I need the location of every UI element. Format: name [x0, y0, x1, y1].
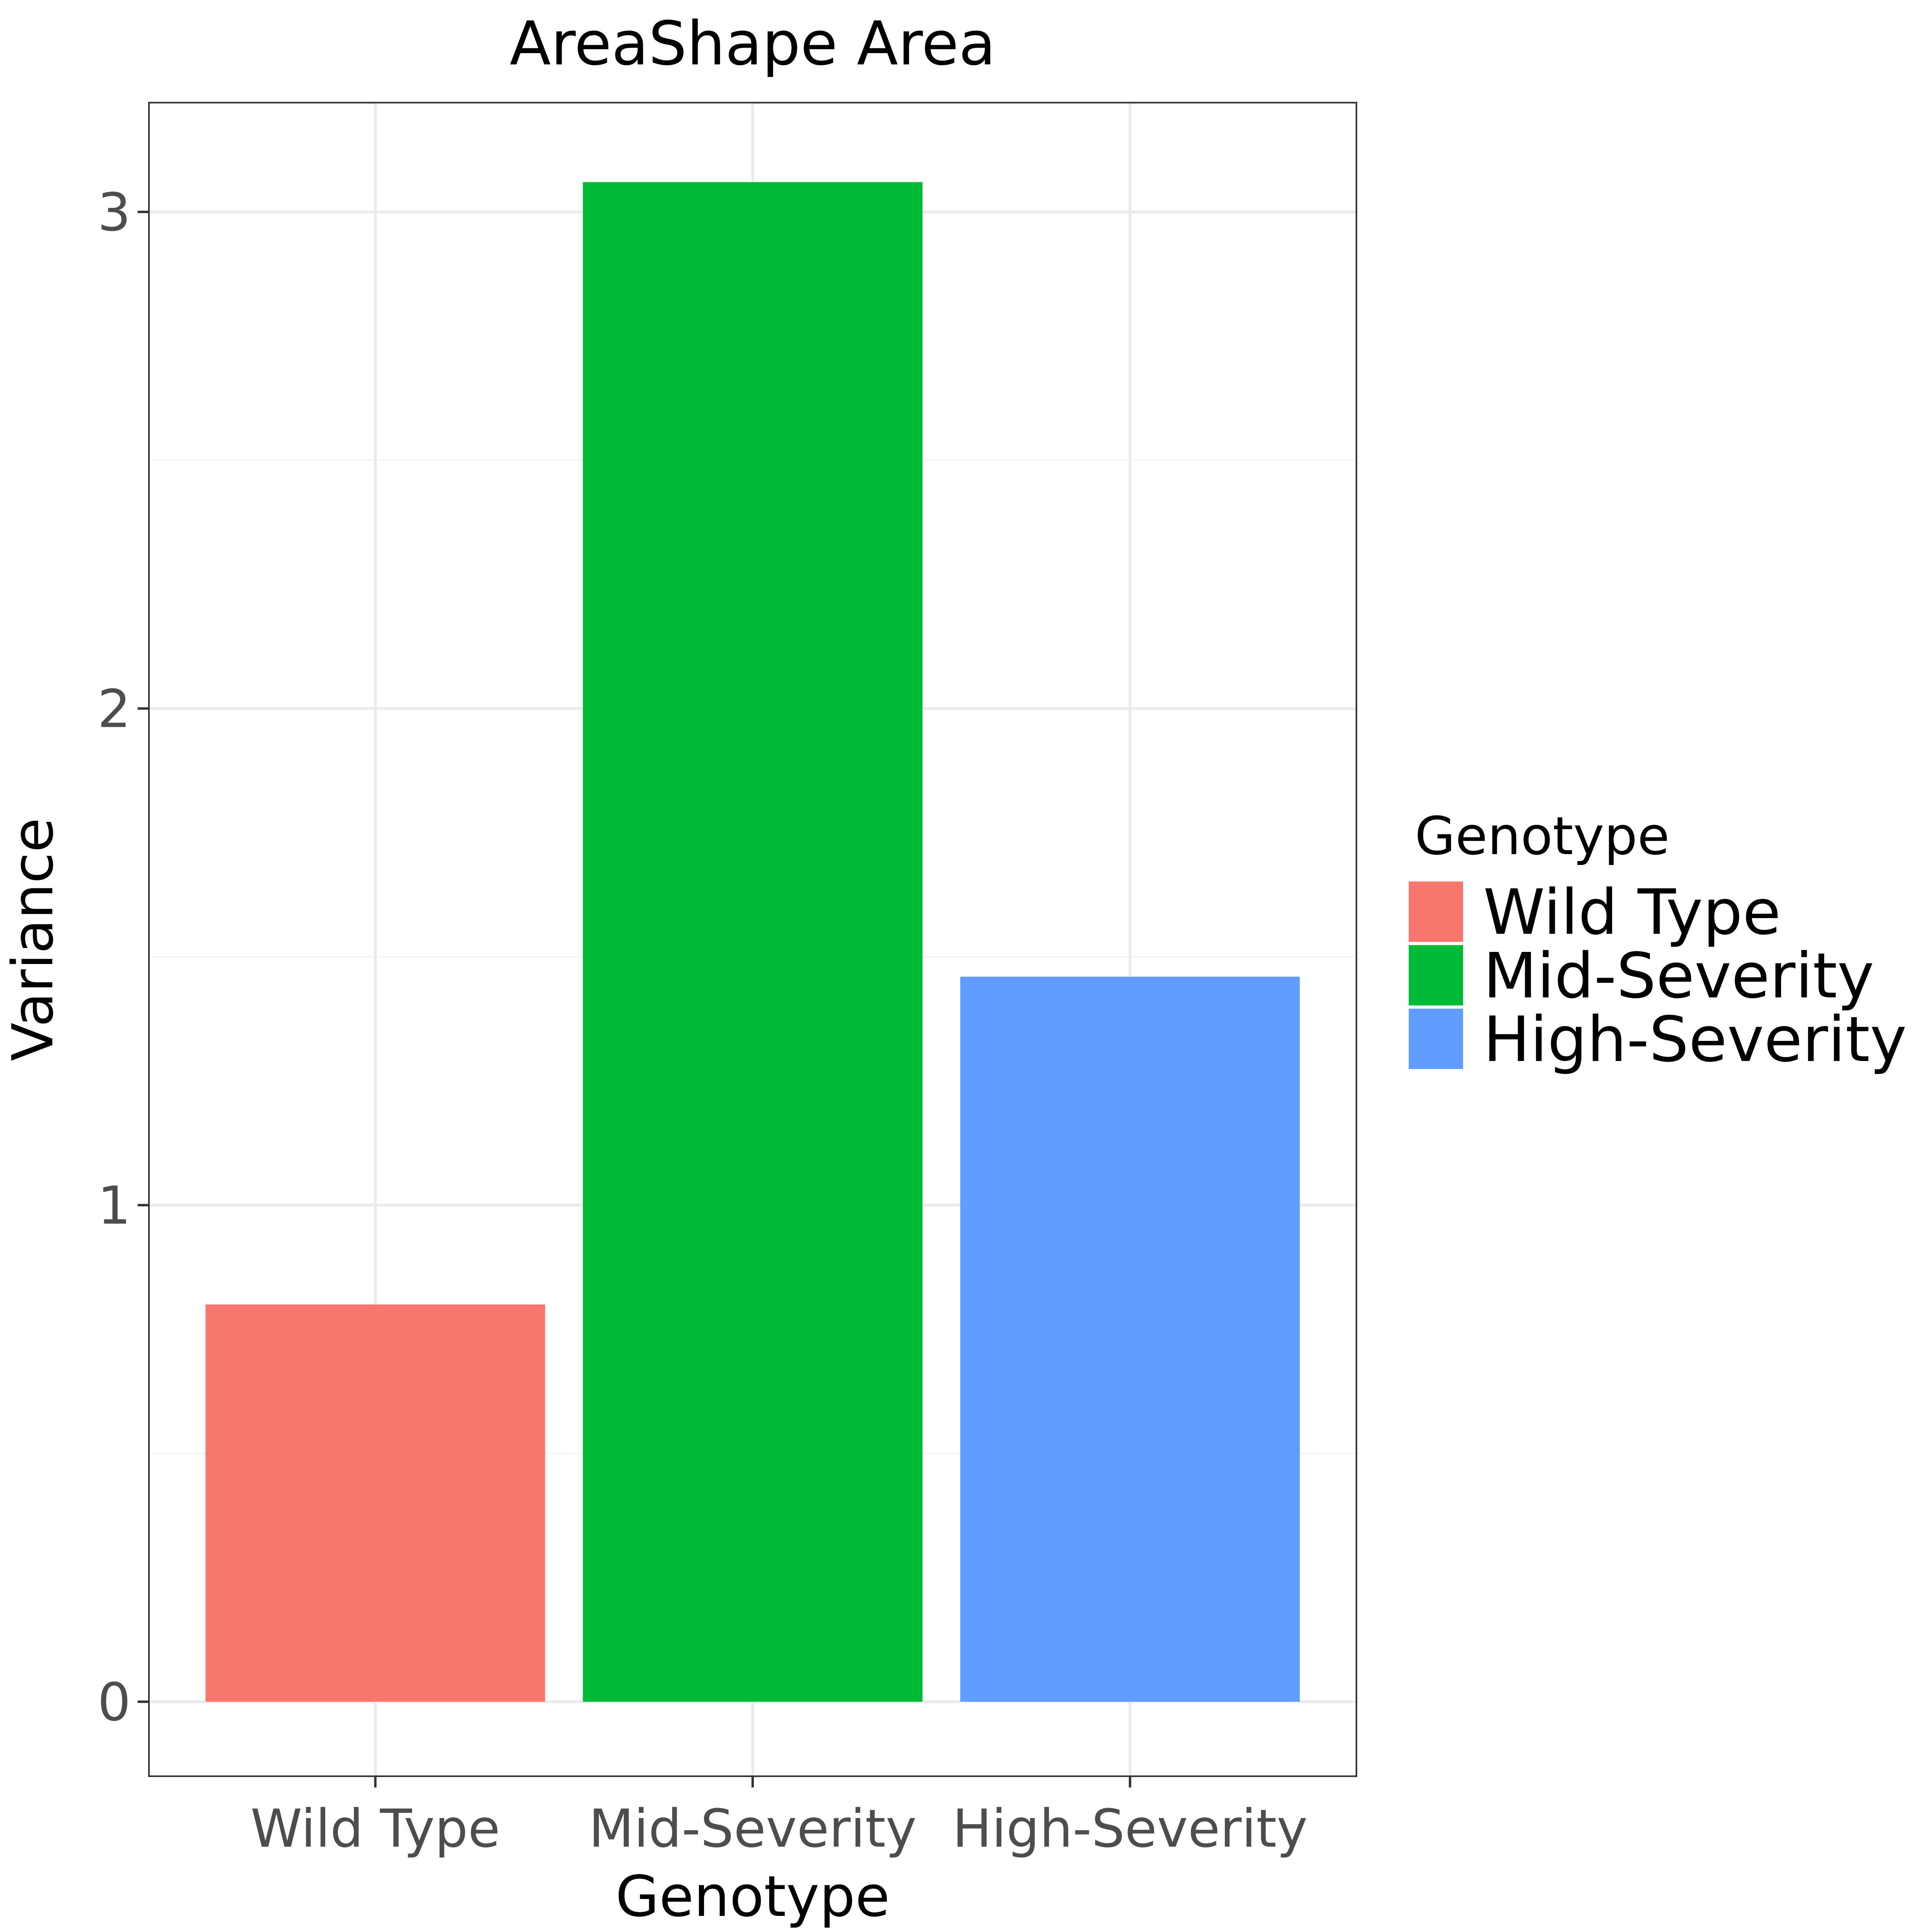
bar — [583, 182, 923, 1702]
y-tick-label: 2 — [97, 678, 131, 739]
chart-title: AreaShape Area — [510, 9, 996, 79]
y-tick-label: 0 — [97, 1672, 131, 1733]
legend-key — [1409, 945, 1463, 1005]
legend-label: High-Severity — [1483, 1003, 1907, 1076]
axes: 0 1 2 3 Wild Type Mid-Severity High-Severity — [97, 182, 1308, 1859]
x-tick-label: Wild Type — [250, 1798, 500, 1859]
x-tick-label: Mid-Severity — [589, 1798, 917, 1859]
y-tick-label: 3 — [97, 182, 131, 243]
legend: Genotype Wild TypeMid-SeverityHigh-Sever… — [1409, 805, 1907, 1076]
legend-label: Mid-Severity — [1483, 939, 1874, 1012]
legend-key — [1409, 881, 1463, 942]
legend-title: Genotype — [1415, 805, 1670, 867]
bar — [960, 976, 1300, 1702]
x-axis-title: Genotype — [615, 1864, 890, 1930]
legend-label: Wild Type — [1483, 876, 1781, 949]
y-axis-title: Variance — [0, 818, 66, 1061]
bars — [205, 182, 1300, 1702]
bar — [205, 1304, 545, 1702]
legend-key — [1409, 1009, 1463, 1069]
x-tick-label: High-Severity — [952, 1798, 1308, 1859]
y-tick-label: 1 — [97, 1175, 131, 1236]
